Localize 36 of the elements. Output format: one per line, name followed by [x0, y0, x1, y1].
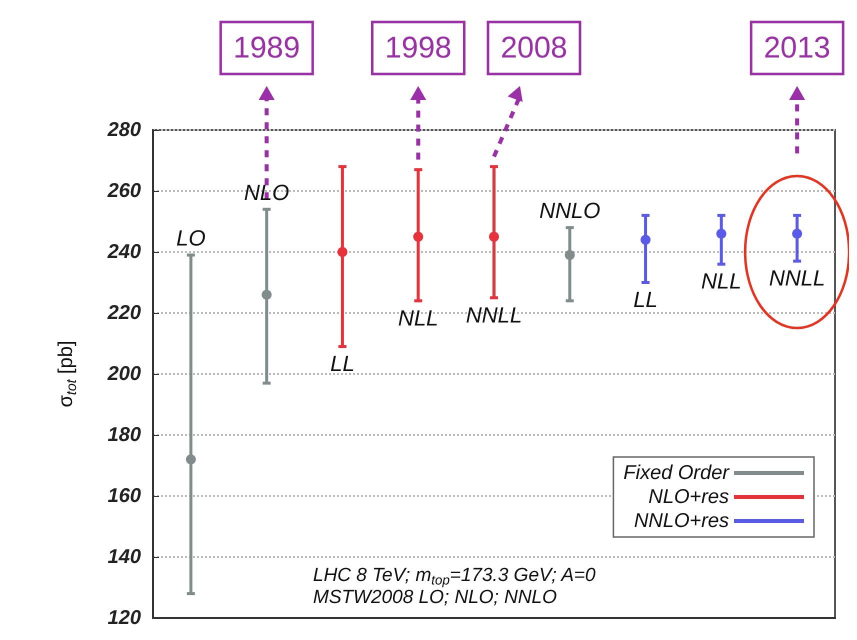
y-tick-label: 220: [106, 302, 141, 324]
y-tick-label: 260: [106, 180, 141, 202]
text: 2008: [500, 32, 568, 64]
x-tick-label: NNLL: [466, 302, 522, 328]
point: [792, 228, 802, 239]
point: [413, 232, 424, 242]
x-tick-label: LO: [176, 226, 206, 251]
legend-label: NLO+res: [648, 486, 729, 508]
y-tick-label: 240: [106, 241, 141, 263]
text: 2013: [764, 32, 830, 64]
x-tick-label: LL: [330, 351, 355, 376]
y-tick-label: 280: [106, 119, 141, 141]
y-tick-label: 200: [106, 363, 141, 385]
point: [564, 250, 575, 260]
point: [262, 290, 272, 300]
legend-label: Fixed Order: [623, 462, 730, 484]
point: [489, 232, 499, 242]
x-tick-label: NLO: [244, 180, 290, 205]
y-axis-title: σtot [pb]: [55, 340, 79, 408]
point: [640, 234, 651, 245]
text: 1989: [233, 32, 300, 64]
legend-label: NNLO+res: [634, 510, 729, 532]
x-tick-label: NNLO: [539, 198, 600, 224]
x-tick-label: NLL: [398, 305, 438, 330]
y-tick-label: 120: [108, 607, 141, 629]
point: [337, 247, 348, 257]
x-tick-label: NLL: [701, 268, 742, 294]
text: 1998: [384, 32, 452, 64]
y-tick-label: 140: [108, 546, 141, 568]
x-tick-label: LL: [633, 287, 658, 312]
point: [716, 228, 726, 239]
y-tick-label: 160: [108, 485, 141, 507]
y-tick-label: 180: [108, 424, 141, 446]
annotation: MSTW2008 LO; NLO; NNLO: [313, 587, 558, 608]
x-tick-label: NNLL: [768, 266, 826, 291]
point: [186, 454, 196, 464]
